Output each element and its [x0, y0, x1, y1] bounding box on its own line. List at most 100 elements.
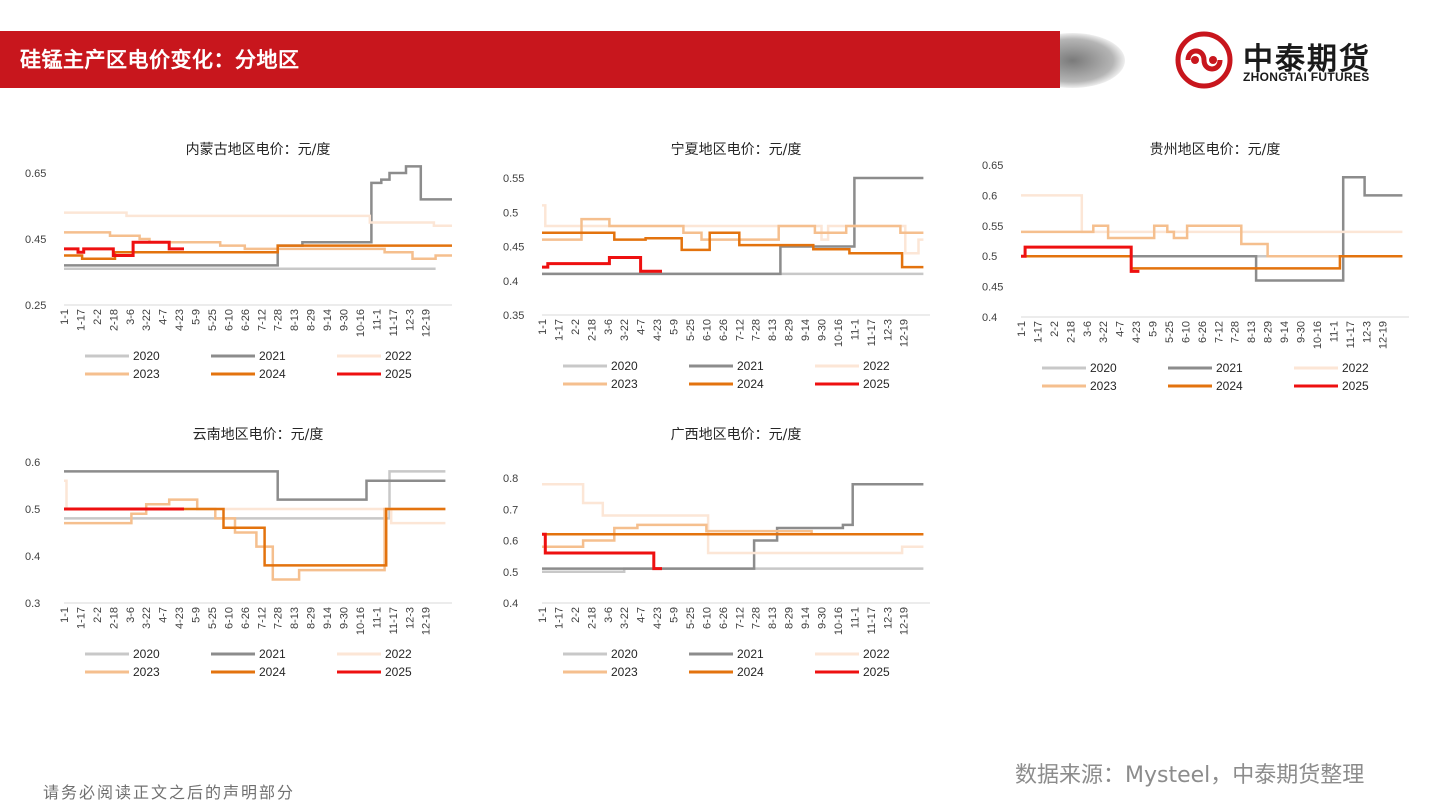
legend-item-2020: 2020: [85, 349, 160, 363]
legend-label: 2022: [385, 647, 412, 661]
x-tick-label: 1-17: [75, 309, 87, 331]
y-tick-label: 0.6: [25, 457, 40, 469]
legend-label: 2022: [863, 359, 890, 373]
x-tick-label: 10-16: [833, 319, 845, 347]
x-tick-label: 4-7: [636, 319, 648, 335]
x-tick-label: 9-30: [1295, 321, 1307, 343]
legend-label: 2023: [133, 665, 160, 679]
series-line-2023: [64, 231, 452, 261]
footer-disclaimer: 请务必阅读正文之后的声明部分: [43, 783, 296, 802]
x-tick-label: 4-7: [158, 607, 170, 623]
series-line-2022: [64, 211, 452, 228]
legend-item-2021: 2021: [211, 647, 286, 661]
y-tick-label: 0.5: [25, 504, 40, 516]
legend-label: 2024: [1216, 379, 1243, 393]
x-tick-label: 8-29: [1263, 321, 1275, 343]
series-line-2025: [542, 256, 662, 273]
legend-label: 2024: [259, 665, 286, 679]
x-tick-label: 2-18: [586, 319, 598, 341]
x-tick-label: 1-1: [1016, 321, 1028, 337]
series-line-2022: [542, 483, 924, 555]
y-tick-label: 0.45: [25, 234, 46, 246]
legend-item-2020: 2020: [563, 647, 638, 661]
legend-item-2022: 2022: [815, 359, 890, 373]
x-tick-label: 12-19: [1378, 321, 1390, 349]
x-tick-label: 6-26: [1197, 321, 1209, 343]
x-tick-label: 3-6: [1082, 321, 1094, 337]
x-tick-label: 5-9: [1148, 321, 1160, 337]
x-tick-label: 8-29: [784, 319, 796, 341]
y-tick-label: 0.55: [982, 221, 1003, 233]
chart-svg: 贵州地区电价：元/度 0.4 0.45 0.5 0.55 0.6 0.65 1-1 1-17 2-…: [982, 142, 1409, 393]
legend-item-2024: 2024: [689, 665, 764, 679]
legend-item-2020: 2020: [1042, 361, 1117, 375]
legend-item-2024: 2024: [689, 377, 764, 391]
x-tick-label: 11-17: [866, 607, 878, 634]
x-tick-label: 8-13: [289, 309, 301, 331]
legend-label: 2024: [737, 377, 764, 391]
x-tick-label: 9-14: [322, 309, 334, 331]
y-tick-label: 0.4: [503, 598, 518, 610]
x-tick-label: 3-22: [1098, 321, 1110, 343]
legend-label: 2020: [133, 647, 160, 661]
x-tick-label: 3-6: [125, 607, 137, 623]
x-tick-label: 8-13: [1246, 321, 1258, 343]
x-tick-label: 4-7: [636, 607, 648, 623]
legend-item-2024: 2024: [1168, 379, 1243, 393]
x-tick-label: 11-17: [1345, 321, 1357, 348]
series-line-2023: [64, 498, 446, 581]
x-tick-label: 5-25: [207, 309, 219, 331]
x-tick-label: 12-3: [882, 319, 894, 341]
y-tick-label: 0.3: [25, 598, 40, 610]
x-tick-label: 4-23: [652, 319, 664, 341]
x-tick-label: 9-14: [800, 607, 812, 629]
series-line-2021: [542, 176, 924, 276]
legend-label: 2025: [385, 665, 412, 679]
x-tick-label: 3-22: [141, 607, 153, 629]
legend-item-2024: 2024: [211, 665, 286, 679]
x-tick-label: 7-28: [273, 309, 285, 331]
series-line-2021: [542, 483, 924, 570]
legend-item-2022: 2022: [337, 349, 412, 363]
y-tick-label: 0.5: [982, 251, 997, 263]
x-tick-label: 11-1: [849, 607, 861, 628]
legend-label: 2021: [737, 359, 764, 373]
legend-item-2021: 2021: [689, 647, 764, 661]
x-tick-label: 6-10: [701, 319, 713, 341]
series-line-2025: [1021, 245, 1140, 273]
series-line-2024: [542, 231, 924, 269]
page-title: 硅锰主产区电价变化：分地区: [20, 48, 300, 72]
legend-item-2021: 2021: [1168, 361, 1243, 375]
legend-label: 2020: [133, 349, 160, 363]
y-tick-label: 0.65: [982, 160, 1003, 172]
y-tick-label: 0.65: [25, 168, 46, 180]
x-tick-label: 1-17: [553, 319, 565, 341]
legend-item-2022: 2022: [815, 647, 890, 661]
x-tick-label: 12-3: [404, 309, 416, 331]
chart-svg: 宁夏地区电价：元/度 0.35 0.4 0.45 0.5 0.55 1-1 1-17 2-2 2-…: [503, 141, 930, 391]
legend-item-2020: 2020: [85, 647, 160, 661]
x-tick-label: 4-7: [158, 309, 170, 325]
legend-item-2023: 2023: [85, 367, 160, 381]
legend-item-2025: 2025: [815, 665, 890, 679]
x-tick-label: 4-7: [1115, 321, 1127, 337]
x-tick-label: 12-19: [899, 319, 911, 347]
legend-label: 2023: [611, 665, 638, 679]
x-tick-label: 1-1: [537, 607, 549, 623]
series-line-2023: [542, 217, 924, 241]
x-tick-label: 7-28: [751, 607, 763, 629]
legend-item-2022: 2022: [1294, 361, 1369, 375]
legend-label: 2025: [863, 377, 890, 391]
series-line-2022: [64, 479, 446, 525]
x-tick-label: 2-2: [92, 607, 104, 623]
chart-svg: 广西地区电价：元/度 0.4 0.5 0.6 0.7 0.8 1-1 1-17 2-2 2-18 3…: [503, 427, 930, 679]
legend-item-2023: 2023: [563, 665, 638, 679]
x-tick-label: 7-12: [734, 607, 746, 629]
x-tick-label: 12-3: [882, 607, 894, 629]
logo-mark-icon: [1175, 31, 1233, 89]
x-tick-label: 9-30: [338, 309, 350, 331]
y-tick-label: 0.5: [503, 567, 518, 579]
legend-label: 2023: [611, 377, 638, 391]
x-tick-label: 6-10: [223, 309, 235, 331]
data-source-note: 数据来源：Mysteel，中泰期货整理: [1015, 763, 1365, 788]
